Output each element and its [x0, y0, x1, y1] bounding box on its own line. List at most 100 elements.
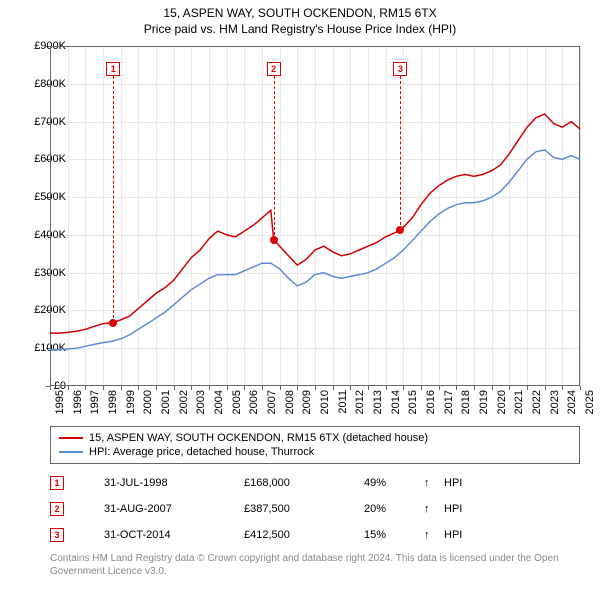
- up-arrow-icon: ↑: [424, 529, 444, 541]
- x-tick: [580, 386, 581, 390]
- legend-label: HPI: Average price, detached house, Thur…: [89, 446, 314, 458]
- x-axis-label: 2018: [460, 390, 472, 414]
- x-axis-label: 2005: [231, 390, 243, 414]
- transaction-suffix: HPI: [444, 529, 462, 541]
- x-axis-label: 2006: [248, 390, 260, 414]
- x-axis-label: 2015: [407, 390, 419, 414]
- transaction-pct: 20%: [364, 503, 424, 515]
- x-tick: [368, 386, 369, 390]
- x-axis-label: 1996: [72, 390, 84, 414]
- transaction-suffix: HPI: [444, 503, 462, 515]
- x-axis-label: 2013: [372, 390, 384, 414]
- x-axis-label: 2007: [266, 390, 278, 414]
- x-tick: [244, 386, 245, 390]
- marker-dot: [109, 319, 117, 327]
- x-axis-label: 1995: [54, 390, 66, 414]
- x-axis-label: 2019: [478, 390, 490, 414]
- x-tick: [474, 386, 475, 390]
- x-tick: [174, 386, 175, 390]
- x-axis-label: 2003: [195, 390, 207, 414]
- transaction-date: 31-AUG-2007: [104, 503, 244, 515]
- x-axis-label: 2009: [301, 390, 313, 414]
- x-axis-label: 2014: [390, 390, 402, 414]
- transaction-price: £387,500: [244, 503, 364, 515]
- x-tick: [121, 386, 122, 390]
- x-axis-label: 2021: [513, 390, 525, 414]
- x-axis-label: 2001: [160, 390, 172, 414]
- transaction-marker: 1: [50, 476, 64, 490]
- transaction-date: 31-OCT-2014: [104, 529, 244, 541]
- x-tick: [280, 386, 281, 390]
- legend-swatch: [59, 451, 83, 453]
- transaction-suffix: HPI: [444, 477, 462, 489]
- transactions-table: 131-JUL-1998£168,00049%↑HPI231-AUG-2007£…: [50, 470, 580, 548]
- series-line: [50, 114, 580, 333]
- legend-box: 15, ASPEN WAY, SOUTH OCKENDON, RM15 6TX …: [50, 426, 580, 464]
- x-tick: [297, 386, 298, 390]
- x-tick: [527, 386, 528, 390]
- x-axis-label: 2017: [443, 390, 455, 414]
- x-tick: [209, 386, 210, 390]
- attribution-text: Contains HM Land Registry data © Crown c…: [50, 552, 580, 578]
- title-line-1: 15, ASPEN WAY, SOUTH OCKENDON, RM15 6TX: [0, 6, 600, 22]
- x-tick: [439, 386, 440, 390]
- x-axis-label: 2024: [566, 390, 578, 414]
- x-axis-label: 2022: [531, 390, 543, 414]
- x-axis-label: 2000: [142, 390, 154, 414]
- x-tick: [50, 386, 51, 390]
- chart-svg: [50, 46, 580, 386]
- x-tick: [333, 386, 334, 390]
- x-tick: [509, 386, 510, 390]
- x-tick: [68, 386, 69, 390]
- x-tick: [227, 386, 228, 390]
- marker-label-box: 2: [267, 62, 281, 76]
- x-axis-label: 2004: [213, 390, 225, 414]
- x-tick: [350, 386, 351, 390]
- x-tick: [103, 386, 104, 390]
- x-axis-label: 2008: [284, 390, 296, 414]
- x-tick: [156, 386, 157, 390]
- transaction-marker: 2: [50, 502, 64, 516]
- up-arrow-icon: ↑: [424, 477, 444, 489]
- x-tick: [191, 386, 192, 390]
- x-axis-label: 2012: [354, 390, 366, 414]
- marker-line: [113, 76, 114, 323]
- transaction-row: 331-OCT-2014£412,50015%↑HPI: [50, 522, 580, 548]
- chart-title-block: 15, ASPEN WAY, SOUTH OCKENDON, RM15 6TX …: [0, 0, 600, 39]
- x-tick: [85, 386, 86, 390]
- x-axis-label: 2020: [496, 390, 508, 414]
- x-axis-label: 2011: [337, 390, 349, 414]
- x-tick: [386, 386, 387, 390]
- transaction-pct: 15%: [364, 529, 424, 541]
- x-tick: [138, 386, 139, 390]
- x-axis-label: 1998: [107, 390, 119, 414]
- marker-label-box: 3: [393, 62, 407, 76]
- gridline-v: [580, 46, 581, 386]
- marker-line: [274, 76, 275, 240]
- x-axis-label: 1999: [125, 390, 137, 414]
- transaction-marker: 3: [50, 528, 64, 542]
- legend-row: HPI: Average price, detached house, Thur…: [59, 445, 571, 459]
- x-axis-label: 2023: [549, 390, 561, 414]
- transaction-pct: 49%: [364, 477, 424, 489]
- transaction-price: £168,000: [244, 477, 364, 489]
- legend-row: 15, ASPEN WAY, SOUTH OCKENDON, RM15 6TX …: [59, 431, 571, 445]
- x-axis-label: 1997: [89, 390, 101, 414]
- x-tick: [545, 386, 546, 390]
- x-axis-label: 2025: [584, 390, 596, 414]
- title-line-2: Price paid vs. HM Land Registry's House …: [0, 22, 600, 38]
- x-axis-label: 2002: [178, 390, 190, 414]
- transaction-row: 131-JUL-1998£168,00049%↑HPI: [50, 470, 580, 496]
- legend-label: 15, ASPEN WAY, SOUTH OCKENDON, RM15 6TX …: [89, 432, 428, 444]
- x-tick: [403, 386, 404, 390]
- up-arrow-icon: ↑: [424, 503, 444, 515]
- x-axis-label: 2016: [425, 390, 437, 414]
- transaction-row: 2 31-AUG-2007£387,50020%↑HPI: [50, 496, 580, 522]
- x-tick: [262, 386, 263, 390]
- marker-label-box: 1: [106, 62, 120, 76]
- marker-dot: [270, 236, 278, 244]
- marker-dot: [396, 226, 404, 234]
- x-tick: [562, 386, 563, 390]
- x-tick: [456, 386, 457, 390]
- legend-swatch: [59, 437, 83, 439]
